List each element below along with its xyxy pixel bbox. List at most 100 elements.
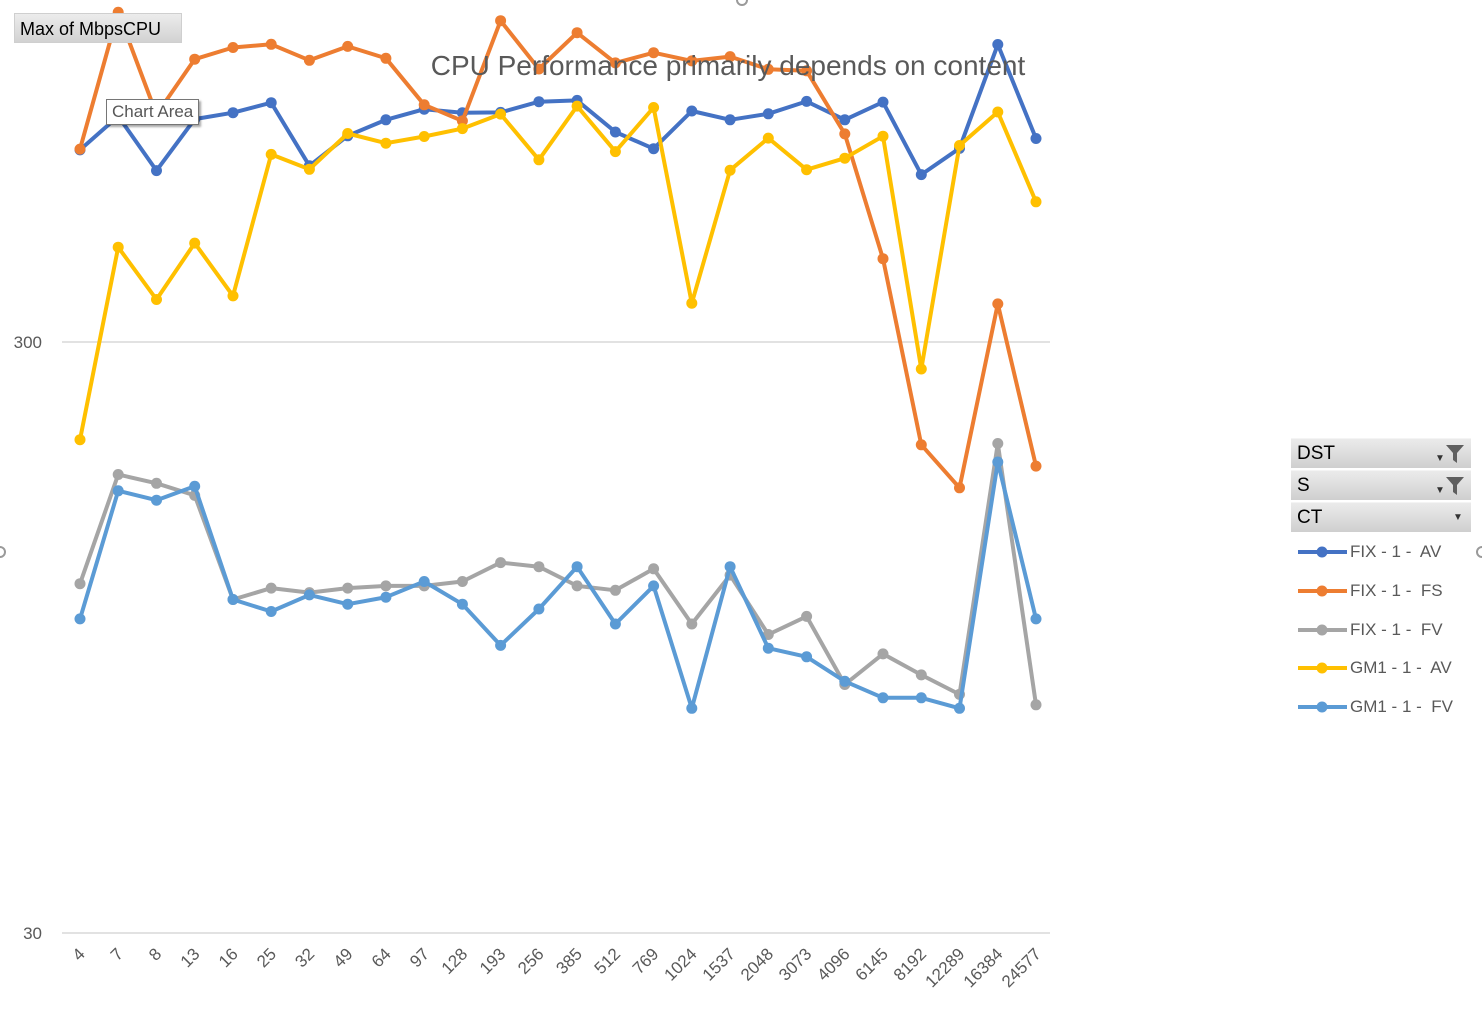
data-point[interactable] <box>801 164 813 176</box>
filter-button-s[interactable]: S ▼ <box>1291 470 1471 500</box>
data-point[interactable] <box>533 603 545 615</box>
data-point[interactable] <box>1030 133 1042 144</box>
data-point[interactable] <box>877 130 889 142</box>
data-point[interactable] <box>342 582 354 594</box>
data-point[interactable] <box>74 434 86 446</box>
data-point[interactable] <box>418 131 430 142</box>
data-point[interactable] <box>189 53 201 65</box>
data-point[interactable] <box>686 702 698 714</box>
data-point[interactable] <box>992 456 1004 468</box>
data-point[interactable] <box>495 15 507 27</box>
filter-button-dst[interactable]: DST ▼ <box>1291 438 1471 468</box>
data-point[interactable] <box>74 613 86 625</box>
data-point[interactable] <box>533 96 545 108</box>
data-point[interactable] <box>954 702 965 714</box>
data-point[interactable] <box>151 294 162 305</box>
data-point[interactable] <box>686 618 698 630</box>
data-point[interactable] <box>609 618 621 630</box>
data-point[interactable] <box>724 164 736 176</box>
data-point[interactable] <box>609 584 621 596</box>
data-point[interactable] <box>648 102 660 113</box>
data-point[interactable] <box>839 128 851 140</box>
data-point[interactable] <box>151 477 162 489</box>
data-point[interactable] <box>151 165 162 177</box>
filter-button-ct[interactable]: CT ▼ <box>1291 502 1471 532</box>
data-point[interactable] <box>380 114 392 126</box>
data-point[interactable] <box>648 47 660 59</box>
series-line[interactable] <box>78 42 1038 177</box>
data-point[interactable] <box>189 237 201 249</box>
data-point[interactable] <box>686 55 698 67</box>
data-point[interactable] <box>954 140 965 151</box>
data-point[interactable] <box>342 598 354 610</box>
series-3[interactable] <box>74 100 1042 446</box>
data-point[interactable] <box>380 591 392 603</box>
data-point[interactable] <box>227 290 239 302</box>
data-point[interactable] <box>227 107 239 119</box>
data-point[interactable] <box>801 65 813 77</box>
data-point[interactable] <box>342 40 354 52</box>
data-point[interactable] <box>571 27 583 39</box>
data-point[interactable] <box>762 108 774 120</box>
data-point[interactable] <box>915 669 927 681</box>
data-point[interactable] <box>303 589 315 601</box>
data-point[interactable] <box>456 598 468 610</box>
data-point[interactable] <box>265 97 277 109</box>
data-point[interactable] <box>915 439 927 451</box>
data-point[interactable] <box>533 63 545 75</box>
data-point[interactable] <box>495 639 507 651</box>
data-point[interactable] <box>380 137 392 149</box>
series-2[interactable] <box>74 438 1042 711</box>
data-point[interactable] <box>762 132 774 144</box>
data-point[interactable] <box>74 578 86 590</box>
data-point[interactable] <box>609 57 621 69</box>
series-1[interactable] <box>74 6 1042 494</box>
data-point[interactable] <box>801 651 813 663</box>
data-point[interactable] <box>992 298 1004 310</box>
data-point[interactable] <box>456 123 468 135</box>
data-point[interactable] <box>74 143 86 155</box>
data-point[interactable] <box>380 580 392 592</box>
resize-handle-left[interactable] <box>0 546 6 558</box>
data-point[interactable] <box>456 576 468 587</box>
data-point[interactable] <box>915 692 927 704</box>
data-point[interactable] <box>954 482 965 494</box>
data-point[interactable] <box>648 143 660 155</box>
data-point[interactable] <box>724 51 736 63</box>
data-point[interactable] <box>571 561 583 573</box>
data-point[interactable] <box>418 576 430 587</box>
data-point[interactable] <box>839 152 851 164</box>
data-point[interactable] <box>762 642 774 654</box>
data-point[interactable] <box>1030 699 1042 711</box>
data-point[interactable] <box>189 480 201 492</box>
data-point[interactable] <box>265 38 277 50</box>
series-line[interactable] <box>78 10 1038 490</box>
data-point[interactable] <box>877 692 889 704</box>
data-point[interactable] <box>456 115 468 127</box>
data-point[interactable] <box>762 63 774 75</box>
data-point[interactable] <box>877 253 889 265</box>
data-point[interactable] <box>571 100 583 112</box>
data-point[interactable] <box>303 163 315 175</box>
pivot-field-button[interactable]: Max of MbpsCPU <box>14 13 182 43</box>
data-point[interactable] <box>915 169 927 181</box>
data-point[interactable] <box>342 128 354 139</box>
data-point[interactable] <box>992 106 1004 118</box>
data-point[interactable] <box>724 114 736 126</box>
data-point[interactable] <box>1030 460 1042 472</box>
data-point[interactable] <box>839 114 851 126</box>
data-point[interactable] <box>227 594 239 605</box>
data-point[interactable] <box>724 561 736 573</box>
data-point[interactable] <box>495 557 507 569</box>
data-point[interactable] <box>265 606 277 617</box>
data-point[interactable] <box>533 154 545 166</box>
data-point[interactable] <box>992 438 1004 449</box>
data-point[interactable] <box>265 582 277 594</box>
data-point[interactable] <box>112 485 124 497</box>
data-point[interactable] <box>762 629 774 640</box>
series-line[interactable] <box>78 460 1038 711</box>
data-point[interactable] <box>112 469 124 480</box>
data-point[interactable] <box>915 363 927 375</box>
data-point[interactable] <box>418 99 430 111</box>
